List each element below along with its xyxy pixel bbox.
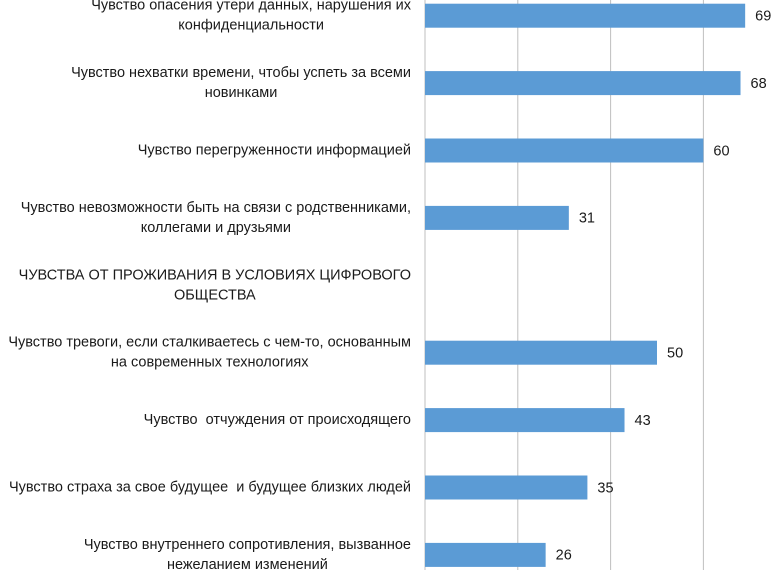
- bar: [425, 475, 588, 500]
- category-label: ЧУВСТВА ОТ ПРОЖИВАНИЯ В УСЛОВИЯХ ЦИФРОВО…: [19, 267, 411, 303]
- label-line: Чувство невозможности быть на связи с ро…: [21, 200, 411, 216]
- category-label: Чувство страха за свое будущее и будущее…: [9, 479, 411, 495]
- value-label: 43: [635, 413, 651, 429]
- value-label: 68: [751, 76, 767, 92]
- label-line: Чувство опасения утери данных, нарушения…: [91, 0, 412, 14]
- value-label: 50: [667, 346, 683, 362]
- bar: [425, 71, 741, 96]
- bar: [425, 3, 746, 28]
- label-line: Чувство тревоги, если сталкиваетесь с че…: [8, 335, 411, 351]
- value-label: 60: [713, 143, 729, 159]
- label-line: ОБЩЕСТВА: [174, 287, 256, 303]
- category-label: Чувство нехватки времени, чтобы успеть з…: [71, 65, 411, 101]
- label-line: ЧУВСТВА ОТ ПРОЖИВАНИЯ В УСЛОВИЯХ ЦИФРОВО…: [19, 267, 411, 283]
- label-line: коллегами и друзьями: [141, 220, 291, 236]
- category-label: Чувство перегруженности информацией: [138, 142, 411, 158]
- value-label: 26: [556, 548, 572, 564]
- value-label: 31: [579, 211, 595, 227]
- label-line: Чувство перегруженности информацией: [138, 142, 411, 158]
- bar: [425, 408, 625, 433]
- label-line: новинками: [205, 85, 278, 101]
- bar: [425, 205, 569, 230]
- category-label: Чувство невозможности быть на связи с ро…: [21, 200, 411, 236]
- label-line: Чувство страха за свое будущее и будущее…: [9, 479, 411, 495]
- bar: [425, 542, 546, 567]
- label-line: Чувство отчуждения от происходящего: [144, 412, 411, 428]
- label-line: Чувство нехватки времени, чтобы успеть з…: [71, 65, 411, 81]
- bar: [425, 340, 657, 365]
- label-line: на современных технологиях: [111, 355, 309, 371]
- label-line: Чувство внутреннего сопротивления, вызва…: [84, 537, 411, 553]
- label-line: нежеланием изменений: [167, 557, 328, 570]
- value-label: 35: [597, 480, 613, 496]
- bar: [425, 138, 704, 163]
- category-label: Чувство опасения утери данных, нарушения…: [91, 0, 412, 34]
- category-label: Чувство отчуждения от происходящего: [144, 412, 411, 428]
- category-label: Чувство тревоги, если сталкиваетесь с че…: [8, 335, 411, 371]
- label-line: конфиденциальности: [178, 18, 324, 34]
- value-label: 69: [755, 9, 771, 25]
- category-label: Чувство внутреннего сопротивления, вызва…: [84, 537, 411, 570]
